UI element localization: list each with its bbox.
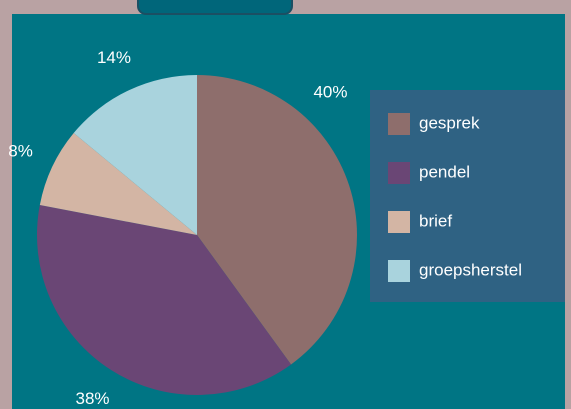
legend-swatch — [388, 162, 410, 184]
data-label: 38% — [75, 389, 109, 408]
data-label: 14% — [97, 48, 131, 67]
legend-label: gesprek — [419, 113, 480, 132]
legend-label: brief — [419, 211, 452, 230]
legend-label: pendel — [419, 162, 470, 181]
pie-slice — [197, 75, 357, 365]
pie-slice — [73, 75, 197, 235]
tab[interactable] — [137, 0, 293, 15]
legend-swatch — [388, 260, 410, 282]
pie-slice — [37, 205, 292, 396]
pie-slice — [39, 133, 197, 235]
legend-label: groepsherstel — [419, 260, 522, 279]
legend-swatch — [388, 113, 410, 135]
data-label: 8% — [8, 141, 33, 160]
legend-swatch — [388, 211, 410, 233]
data-label: 40% — [313, 82, 347, 101]
